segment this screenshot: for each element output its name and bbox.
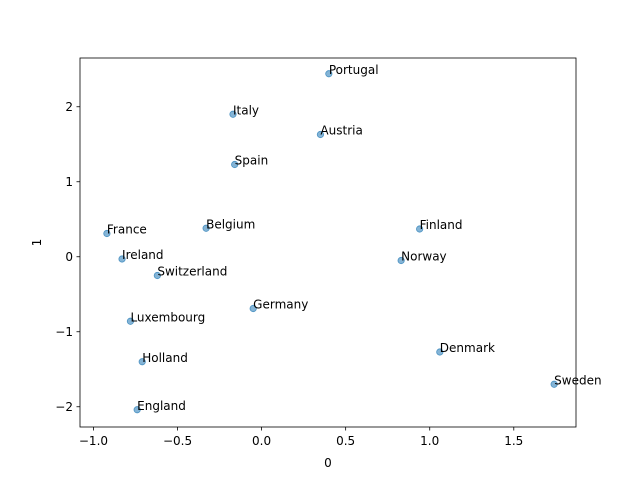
x-axis-label: 0 [324,456,332,470]
point-label-portugal: Portugal [329,63,379,77]
y-tick-label: −2 [55,400,73,414]
y-tick-label: −1 [55,325,73,339]
point-sweden [550,380,558,388]
plot-area [80,58,576,427]
point-switzerland [153,271,161,280]
x-tick-label: 0.5 [336,434,355,448]
point-label-holland: Holland [142,351,188,365]
y-tick-label: 1 [65,175,73,189]
point-label-england: England [137,399,186,413]
x-tick-label: 1.0 [420,434,439,448]
point-label-austria: Austria [320,124,362,138]
point-label-sweden: Sweden [554,373,601,387]
point-label-france: France [107,223,147,237]
point-ireland [118,255,126,263]
x-tick-label: 0.0 [252,434,271,448]
y-tick-label: 0 [65,250,73,264]
labels-layer: Portugal Italy Austria Spain Belgium France Fi… [107,63,602,413]
point-england [133,406,141,414]
point-luxembourg [126,317,135,325]
plot-frame [79,57,577,428]
point-spain [231,160,239,169]
point-holland [138,358,146,366]
point-finland [416,225,424,233]
point-label-luxembourg: Luxembourg [130,310,205,324]
point-portugal [325,70,333,78]
point-label-finland: Finland [420,218,463,232]
x-tick-label: −1.0 [79,434,108,448]
point-label-spain: Spain [235,154,269,168]
point-label-germany: Germany [253,298,308,312]
point-label-italy: Italy [233,103,259,117]
points-layer [103,70,558,414]
point-norway [397,256,405,265]
point-austria [316,130,325,139]
point-label-norway: Norway [401,250,447,264]
point-label-ireland: Ireland [122,248,164,262]
y-tick-label: 2 [65,100,73,114]
point-label-switzerland: Switzerland [157,265,227,279]
point-italy [229,110,237,118]
point-label-denmark: Denmark [440,341,495,355]
x-axis: −1.0 −0.5 0.0 0.5 1.0 1.5 [79,427,523,448]
point-belgium [202,224,210,232]
x-tick-label: −0.5 [163,434,192,448]
point-label-belgium: Belgium [206,217,255,231]
y-axis-label: 1 [30,239,44,247]
point-germany [249,304,257,313]
point-denmark [436,348,444,356]
x-tick-label: 1.5 [504,434,523,448]
y-axis: −2 −1 0 1 2 [55,100,80,414]
point-france [103,229,111,238]
